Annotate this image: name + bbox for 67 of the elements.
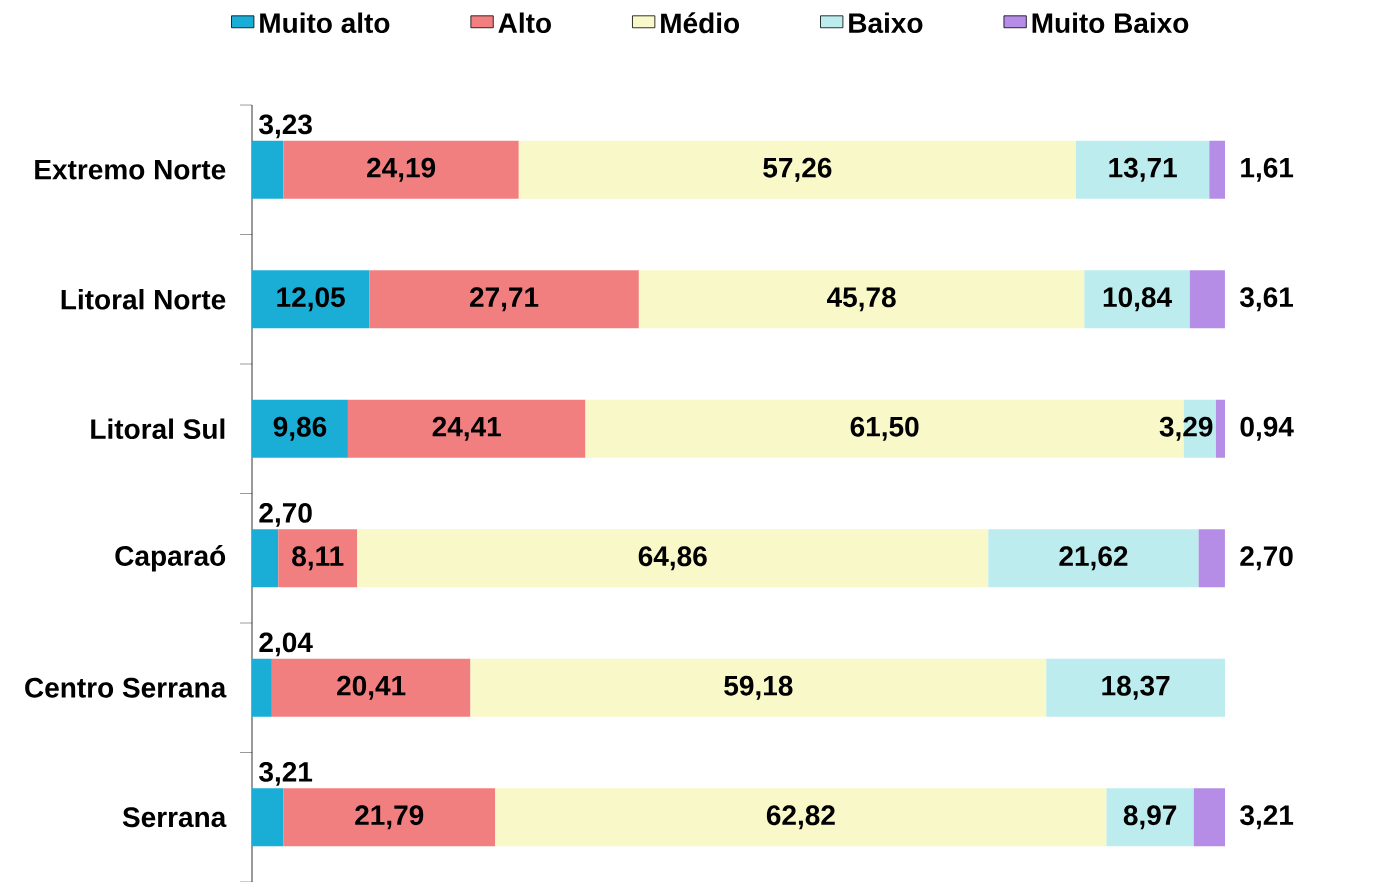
bar	[252, 788, 284, 847]
data-label: 3,21	[1240, 805, 1294, 830]
data-label: 0,94	[1240, 416, 1294, 441]
data-label: 1,61	[1241, 157, 1294, 182]
y-tick-label: Centro Serrana	[25, 677, 227, 698]
bar	[1193, 788, 1226, 847]
bar	[252, 270, 370, 329]
y-tick-label: Extremo Norte	[35, 160, 226, 180]
bar	[252, 140, 284, 199]
data-label: 18,37	[1102, 675, 1170, 700]
bar	[1046, 658, 1226, 717]
bar	[347, 399, 586, 458]
bar	[357, 529, 989, 588]
data-label: 10,84	[1103, 287, 1172, 312]
data-label: 27,71	[469, 287, 539, 312]
data-label: 45,78	[827, 287, 896, 312]
y-tick-label: Litoral Sul	[91, 418, 225, 440]
bar	[988, 529, 1199, 588]
bar	[518, 140, 1076, 199]
bar	[278, 529, 358, 588]
data-label: 24,41	[432, 416, 501, 441]
bar	[283, 788, 496, 847]
bar	[252, 399, 348, 458]
data-label: 21,79	[355, 805, 424, 830]
data-label: 9,86	[273, 416, 327, 441]
data-label: 3,61	[1239, 287, 1294, 312]
y-tick-label: Serrana	[122, 807, 227, 828]
bar	[1075, 140, 1210, 199]
bar	[1209, 140, 1226, 199]
data-label: 21,62	[1059, 546, 1128, 571]
bar	[1084, 270, 1190, 329]
data-label: 57,26	[763, 157, 832, 182]
data-label: 2,04	[259, 632, 313, 657]
legend-label: Muito alto	[260, 12, 390, 34]
data-label: 8,11	[292, 546, 344, 571]
legend-label: Muito Baixo	[1032, 12, 1189, 34]
bar	[1215, 399, 1226, 458]
data-label: 12,05	[277, 287, 345, 312]
bar	[271, 658, 471, 717]
data-label: 64,86	[638, 546, 707, 571]
data-label: 61,50	[850, 416, 919, 441]
data-label: 8,97	[1123, 805, 1177, 830]
bar	[369, 270, 639, 329]
legend-label: Médio	[661, 12, 740, 34]
data-label: 3,29	[1159, 416, 1213, 441]
data-label: 3,21	[259, 761, 313, 786]
y-tick-label: Caparaó	[115, 545, 226, 572]
legend-label: Alto	[498, 12, 551, 34]
data-label: 20,41	[337, 675, 406, 700]
bar	[495, 788, 1107, 847]
data-label: 24,19	[367, 157, 436, 182]
bar	[1189, 270, 1225, 329]
bar	[1106, 788, 1194, 847]
data-label: 62,82	[766, 805, 835, 830]
legend-label: Baixo	[849, 12, 923, 34]
y-tick-label: Litoral Norte	[61, 288, 226, 310]
bar	[638, 270, 1085, 329]
bar	[252, 529, 279, 588]
data-label: 59,18	[724, 675, 793, 700]
data-label: 13,71	[1109, 157, 1177, 182]
data-label: 2,70	[1240, 546, 1293, 571]
bar	[1198, 529, 1225, 588]
bar	[252, 658, 272, 717]
data-label: 2,70	[259, 502, 312, 527]
bar	[470, 658, 1047, 717]
data-label: 3,23	[259, 114, 312, 139]
bar	[283, 140, 519, 199]
